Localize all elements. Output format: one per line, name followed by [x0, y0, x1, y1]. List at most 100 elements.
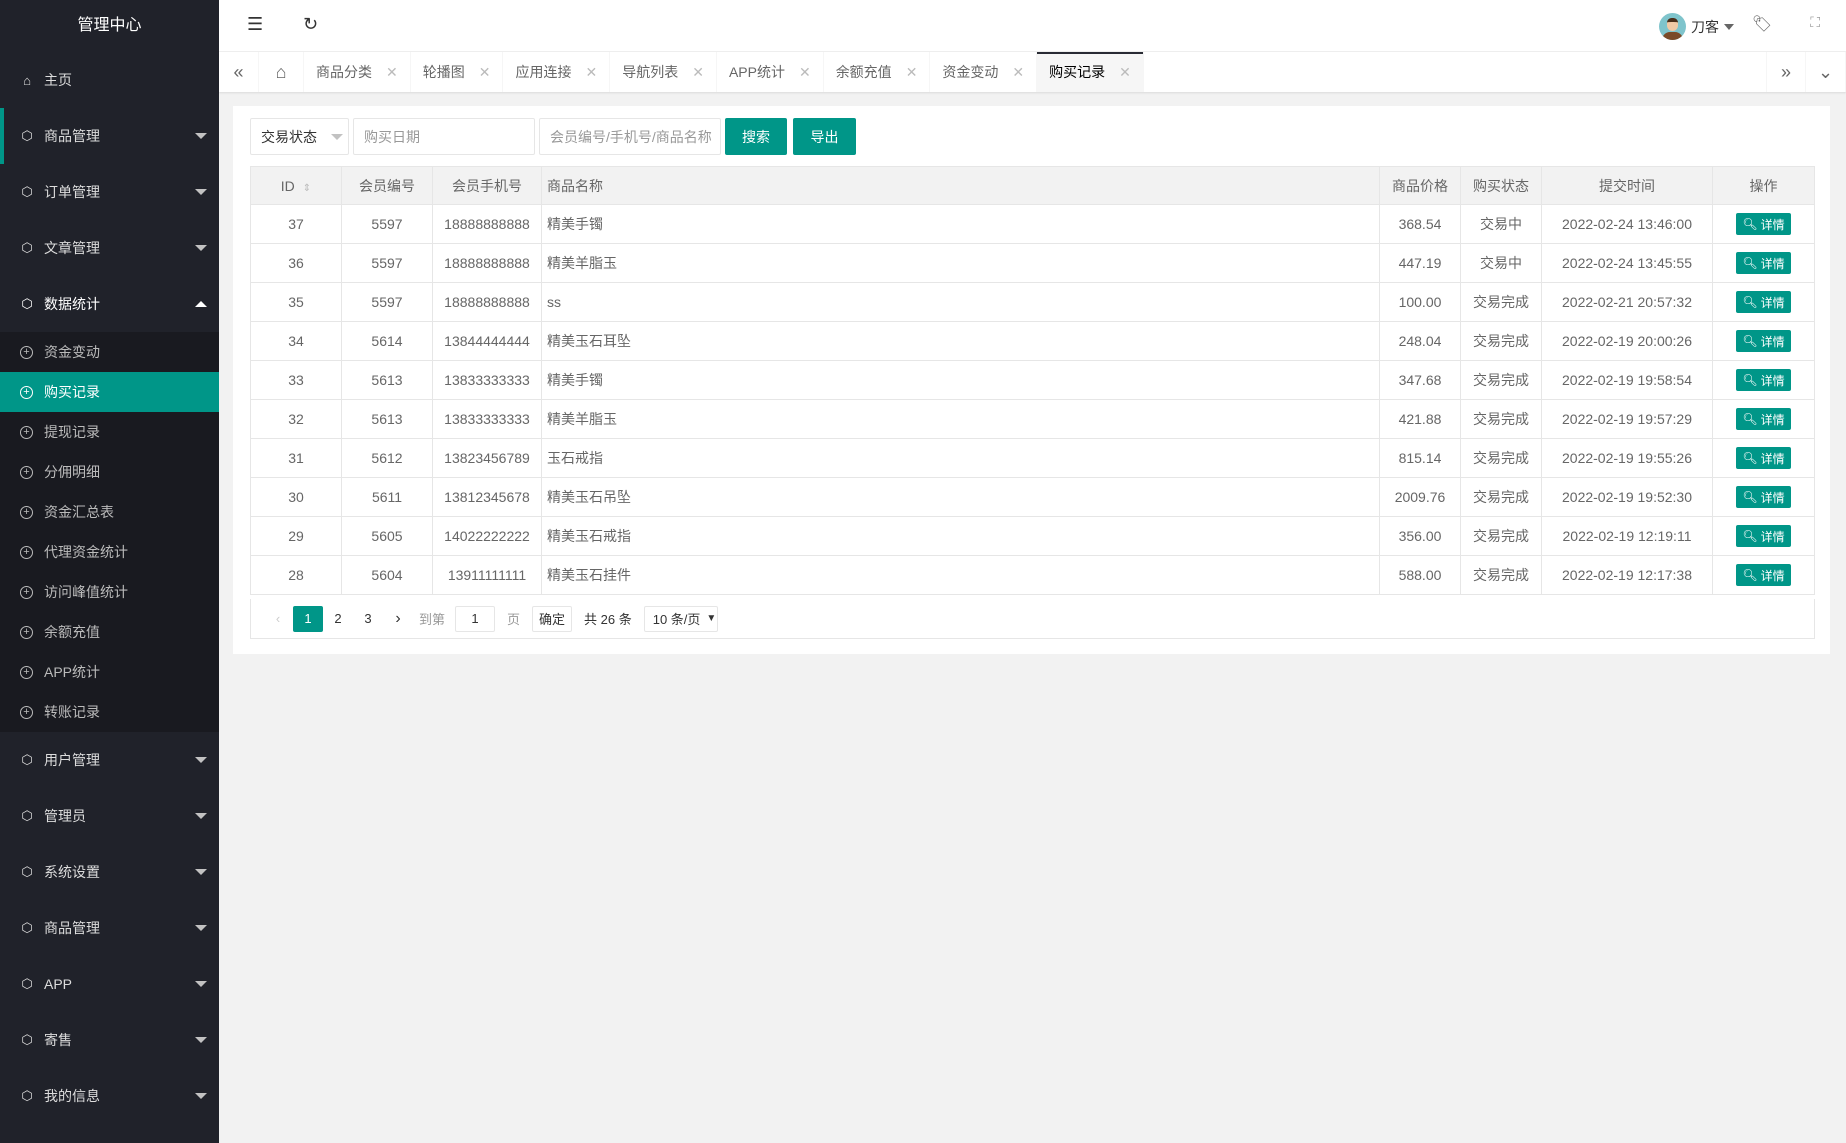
detail-button[interactable]: 🔍︎ 详情	[1736, 486, 1791, 508]
sidebar-group[interactable]: ⬡ 订单管理	[0, 164, 219, 220]
sidebar-group[interactable]: ⬡ 我的信息	[0, 1068, 219, 1124]
cube-icon: ⬡	[21, 1032, 33, 1047]
sidebar-item-home[interactable]: ⌂ 主页	[0, 52, 219, 108]
sidebar-subitem[interactable]: + 访问峰值统计	[0, 572, 219, 612]
tab[interactable]: 余额充值 ✕	[824, 52, 931, 92]
cell-value: 13911111111	[447, 567, 527, 583]
detail-button[interactable]: 🔍︎ 详情	[1736, 291, 1791, 313]
prev-page-icon[interactable]: ‹	[275, 611, 281, 626]
sidebar-group[interactable]: ⬡ 文章管理	[0, 220, 219, 276]
search-icon: 🔍︎	[1742, 373, 1758, 387]
close-icon[interactable]: ✕	[386, 63, 398, 80]
tab[interactable]: 资金变动 ✕	[930, 52, 1038, 92]
goto-page-input[interactable]: 1	[455, 605, 496, 632]
fullscreen-icon[interactable]: ⛶	[1810, 14, 1820, 30]
sidebar-subitem[interactable]: + 提现记录	[0, 412, 219, 452]
table-cell: 588.00	[1379, 555, 1461, 595]
table-cell: 交易完成	[1460, 360, 1542, 400]
sidebar-group[interactable]: ⬡ 商品管理	[0, 108, 219, 164]
detail-button[interactable]: 🔍︎ 详情	[1736, 252, 1791, 274]
sort-icon[interactable]: ⇕	[302, 182, 312, 194]
tab[interactable]: 购买记录 ✕	[1037, 52, 1144, 92]
cell-value: 13812345678	[444, 489, 530, 505]
sidebar-subitem[interactable]: + 余额充值	[0, 612, 219, 652]
tab[interactable]: 导航列表 ✕	[610, 52, 717, 92]
table-cell: 🔍︎ 详情	[1712, 243, 1815, 283]
table-cell: 31	[250, 438, 342, 478]
tabs-scroll-right-icon[interactable]: »	[1766, 52, 1806, 92]
status-select[interactable]: 交易状态	[250, 118, 349, 155]
purchase-table: ID ⇕ 会员编号 会员手机号 商品名称 商品价格 购买状态 提交时间 操作 37 5597 188…	[250, 166, 1815, 595]
close-icon[interactable]: ✕	[478, 63, 491, 80]
page-number[interactable]: 2	[334, 611, 342, 626]
tabs-scroll-left-icon[interactable]: «	[219, 52, 259, 92]
sidebar-group[interactable]: ⬡ 商品管理	[0, 900, 219, 956]
sidebar-subitem[interactable]: + 资金变动	[0, 332, 219, 372]
close-icon[interactable]: ✕	[798, 63, 811, 80]
cube-icon: ⬡	[21, 296, 33, 311]
tab[interactable]: APP统计 ✕	[717, 52, 824, 92]
sidebar-group[interactable]: ⬡ APP	[0, 956, 219, 1012]
cell-value: 815.14	[1398, 450, 1442, 466]
cell-value: 421.88	[1398, 411, 1442, 427]
close-icon[interactable]: ✕	[692, 63, 704, 80]
tab[interactable]: 应用连接 ✕	[503, 52, 611, 92]
column-header: 购买状态	[1460, 166, 1542, 205]
goto-confirm-button[interactable]: 确定	[532, 605, 573, 632]
detail-button[interactable]: 🔍︎ 详情	[1736, 447, 1791, 469]
sidebar-subitem[interactable]: + 资金汇总表	[0, 492, 219, 532]
export-button[interactable]: 导出	[793, 118, 856, 155]
user-menu[interactable]: 刀客	[1659, 13, 1734, 40]
sidebar-group[interactable]: ⬡ 管理员	[0, 788, 219, 844]
sidebar-subitem[interactable]: + 分佣明细	[0, 452, 219, 492]
close-icon[interactable]: ✕	[905, 63, 918, 80]
tag-icon[interactable]: 🏷︎	[1751, 16, 1772, 33]
page-number[interactable]: 3	[364, 611, 372, 626]
search-button[interactable]: 搜索	[725, 118, 787, 155]
sidebar-subitem[interactable]: + APP统计	[0, 652, 219, 692]
close-icon[interactable]: ✕	[585, 63, 598, 80]
sidebar-item-label: 商品管理	[44, 128, 100, 144]
sidebar-group[interactable]: ⬡ 系统设置	[0, 844, 219, 900]
detail-button[interactable]: 🔍︎ 详情	[1736, 213, 1791, 235]
detail-button[interactable]: 🔍︎ 详情	[1736, 564, 1791, 586]
chevron-down-icon	[195, 981, 207, 987]
cell-value: 13844444444	[444, 333, 530, 349]
tab-home-icon[interactable]: ⌂	[259, 52, 304, 92]
page-size-select[interactable]: 10 条/页 ▼	[643, 605, 718, 632]
tab[interactable]: 轮播图 ✕	[411, 52, 504, 92]
tab[interactable]: 商品分类 ✕	[304, 52, 411, 92]
keyword-placeholder: 会员编号/手机号/商品名称	[550, 128, 712, 145]
cell-value: 交易完成	[1473, 489, 1529, 505]
plus-circle-icon: +	[20, 625, 33, 639]
sidebar-group-open[interactable]: ⬡ 数据统计	[0, 276, 219, 332]
close-icon[interactable]: ✕	[1012, 63, 1025, 80]
sidebar-group[interactable]: ⬡ 用户管理	[0, 732, 219, 788]
close-icon[interactable]: ✕	[1119, 63, 1131, 80]
next-page-icon[interactable]: ›	[395, 609, 401, 627]
sidebar-subitem[interactable]: + 购买记录	[0, 372, 219, 412]
detail-button[interactable]: 🔍︎ 详情	[1736, 369, 1791, 391]
search-icon: 🔍︎	[1742, 256, 1758, 270]
sidebar-subitem[interactable]: + 转账记录	[0, 692, 219, 732]
sidebar-group[interactable]: ⬡ 寄售	[0, 1012, 219, 1068]
detail-button[interactable]: 🔍︎ 详情	[1736, 330, 1791, 352]
detail-button[interactable]: 🔍︎ 详情	[1736, 525, 1791, 547]
date-input[interactable]: 购买日期	[353, 118, 535, 155]
keyword-input[interactable]: 会员编号/手机号/商品名称	[539, 118, 721, 155]
menu-collapse-icon[interactable]: ☰	[247, 14, 264, 34]
refresh-icon[interactable]: ↻	[303, 14, 319, 34]
cell-value: 5614	[371, 333, 403, 349]
table-row: 31 5612 13823456789 玉石戒指 815.14 交易完成 2022-02-1…	[250, 438, 1815, 478]
page-number[interactable]: 1	[293, 605, 323, 632]
detail-button[interactable]: 🔍︎ 详情	[1736, 408, 1791, 430]
table-cell: 2009.76	[1379, 477, 1461, 517]
tabs-menu-chevron-down-icon[interactable]: ⌄	[1806, 52, 1846, 92]
column-header[interactable]: ID ⇕	[250, 166, 342, 205]
sidebar-subitem[interactable]: + 代理资金统计	[0, 532, 219, 572]
sidebar-item-label: 文章管理	[44, 240, 100, 256]
table-row: 29 5605 14022222222 精美玉石戒指 356.00 交易完成 2022-02…	[250, 516, 1815, 556]
cell-value: 5613	[371, 411, 403, 427]
table-cell: 5613	[341, 360, 433, 400]
top-header: ☰ ↻ 刀客 🏷︎ ⛶	[219, 0, 1846, 52]
